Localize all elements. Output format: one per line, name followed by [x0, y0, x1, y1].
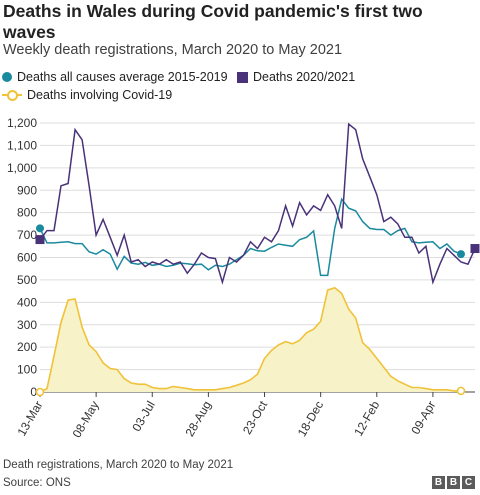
y-tick-label: 900: [17, 183, 37, 197]
covid-end-marker: [456, 386, 466, 396]
legend-label: Deaths involving Covid-19: [27, 88, 173, 102]
y-tick-label: 700: [17, 228, 37, 242]
y-tick-label: 400: [17, 295, 37, 309]
y-tick-label: 0: [30, 385, 37, 399]
deaths-end-marker: [470, 244, 480, 254]
x-tick-label: 08-May: [70, 399, 102, 441]
logo-letter: B: [432, 476, 445, 489]
average-line: [39, 197, 462, 277]
y-tick-label: 1,000: [7, 161, 37, 175]
y-tick-label: 600: [17, 251, 37, 265]
deaths-start-marker: [35, 235, 45, 245]
legend-item-all-causes-average: Deaths all causes average 2015-2019: [2, 70, 228, 84]
x-tick-label: 18-Dec: [295, 399, 326, 440]
bbc-logo: B B C: [432, 476, 475, 489]
average-end-marker: [456, 250, 465, 259]
legend-label: Deaths all causes average 2015-2019: [17, 70, 228, 84]
deaths-2020-line: [39, 122, 476, 285]
x-tick-label: 13-Mar: [14, 399, 45, 439]
footnote: Death registrations, March 2020 to May 2…: [3, 459, 234, 471]
logo-letter: C: [462, 476, 475, 489]
source-credit: Source: ONS: [3, 477, 71, 489]
chart-title: Deaths in Wales during Covid pandemic's …: [3, 1, 423, 42]
x-tick-label: 12-Feb: [351, 398, 382, 438]
legend-label: Deaths 2020/2021: [253, 70, 356, 84]
logo-letter: B: [447, 476, 460, 489]
legend-item-deaths-2020-2021: Deaths 2020/2021: [237, 70, 355, 84]
x-tick-label: 09-Apr: [408, 399, 438, 437]
y-tick-label: 300: [17, 318, 37, 332]
y-tick-label: 800: [17, 206, 37, 220]
covid-start-marker: [35, 387, 45, 397]
y-tick-label: 1,100: [7, 138, 37, 152]
average-start-marker: [36, 224, 44, 233]
y-tick-label: 100: [17, 363, 37, 377]
covid-line: [39, 286, 461, 393]
covid-area: [40, 287, 461, 392]
legend-marker-square: [237, 71, 248, 83]
x-tick-label: 03-Jul: [129, 399, 157, 434]
y-tick-label: 500: [17, 273, 37, 287]
chart-subtitle: Weekly death registrations, March 2020 t…: [3, 42, 343, 58]
y-tick-label: 1,200: [7, 116, 37, 130]
legend-marker-line: [2, 89, 22, 101]
legend-marker-circle: [2, 72, 12, 82]
x-tick-label: 23-Oct: [240, 398, 270, 437]
legend-item-covid-19: Deaths involving Covid-19: [2, 88, 172, 102]
x-tick-label: 28-Aug: [183, 399, 214, 440]
y-tick-label: 200: [17, 340, 37, 354]
